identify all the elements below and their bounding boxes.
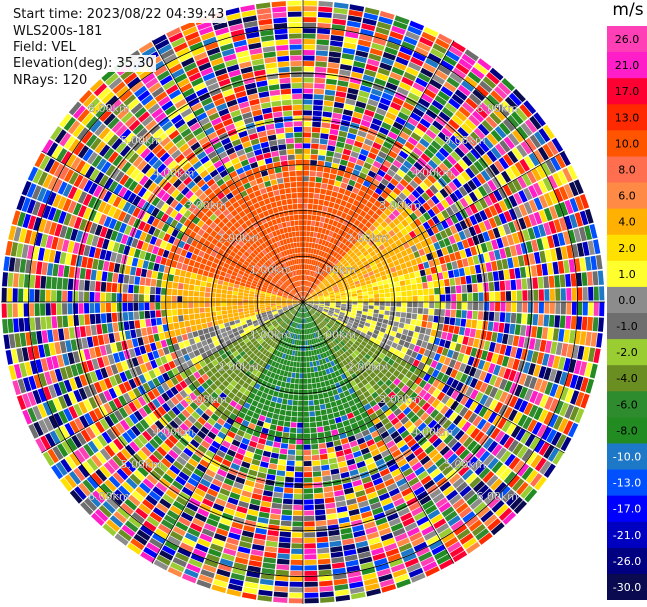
colorbar-tick-label: -13.0 xyxy=(613,477,641,490)
colorbar-segment xyxy=(607,521,647,549)
colorbar-tick-label: 8.0 xyxy=(618,164,636,177)
colorbar-segment xyxy=(607,339,647,366)
start-time-label: Start time: 2023/08/22 04:39:43 xyxy=(11,6,227,23)
instrument-label: WLS200s-181 xyxy=(11,23,105,40)
colorbar-tick-label: 6.0 xyxy=(618,190,636,203)
colorbar-segment xyxy=(607,547,647,575)
colorbar-segment xyxy=(607,313,647,340)
range-ring-label: 3.00km xyxy=(185,199,227,212)
colorbar-segment xyxy=(607,208,647,236)
colorbar-tick-label: 13.0 xyxy=(615,111,640,124)
colorbar-tick-label: -2.0 xyxy=(616,346,637,359)
field-label: Field: VEL xyxy=(11,39,78,56)
ppi-plot: 1.00km 1.00km 1.00km 1.00km 2.00km 2.00km 2.00… xyxy=(1,0,605,604)
colorbar-segment xyxy=(607,26,647,53)
azimuth-spoke xyxy=(41,301,304,454)
range-ring-label: 4.00km xyxy=(412,425,454,438)
azimuth-spoke xyxy=(302,150,565,303)
colorbar-segment xyxy=(607,391,647,418)
range-ring-label: 1.00km xyxy=(250,328,292,341)
colorbar-segment xyxy=(607,495,647,523)
range-ring-label: 6.00km xyxy=(476,490,518,503)
colorbar-segment xyxy=(607,182,647,210)
range-ring-label: 1.00km xyxy=(315,264,357,277)
range-ring-label: 6.00km xyxy=(88,490,130,503)
colorbar-tick-label: 21.0 xyxy=(615,59,640,72)
range-ring-label: 4.00km xyxy=(153,167,195,180)
ppi-gates xyxy=(1,0,605,604)
colorbar-tick-label: 26.0 xyxy=(615,33,640,46)
colorbar-tick-label: -4.0 xyxy=(616,372,637,385)
azimuth-spoke xyxy=(151,301,304,564)
azimuth-spoke xyxy=(302,301,455,564)
colorbar-tick-label: -30.0 xyxy=(613,581,641,594)
colorbar: 26.0 21.0 17.0 13.0 10.0 8.0 6.0 4.0 2.0 1.0 0.0 -1… xyxy=(607,26,647,600)
colorbar-unit: m/s xyxy=(612,0,644,20)
range-ring-label: 3.00km xyxy=(379,199,421,212)
colorbar-segment xyxy=(607,78,647,105)
range-ring-label: 5.00km xyxy=(444,458,486,471)
range-ring-label: 6.00km xyxy=(476,102,518,115)
range-ring-label: 5.00km xyxy=(120,458,162,471)
colorbar-tick-label: 10.0 xyxy=(615,137,640,150)
range-ring-label: 3.00km xyxy=(185,393,227,406)
range-ring-label: 4.00km xyxy=(412,167,454,180)
range-ring-label: 6.00km xyxy=(88,102,130,115)
range-ring-label: 5.00km xyxy=(444,134,486,147)
colorbar-tick-label: -6.0 xyxy=(616,398,637,411)
colorbar-segment xyxy=(607,286,647,314)
colorbar-tick-label: 0.0 xyxy=(618,294,636,307)
range-ring-label: 1.00km xyxy=(315,328,357,341)
colorbar-segment xyxy=(607,156,647,184)
colorbar-segment xyxy=(607,234,647,262)
range-ring-label: 3.00km xyxy=(379,393,421,406)
azimuth-spoke xyxy=(41,150,304,303)
azimuth-spoke xyxy=(302,301,565,454)
range-ring-label: 2.00km xyxy=(217,231,259,244)
colorbar-tick-label: -10.0 xyxy=(613,451,641,464)
colorbar-tick-label: 4.0 xyxy=(618,216,636,229)
colorbar-segment xyxy=(607,365,647,392)
azimuth-spoke xyxy=(302,40,455,303)
colorbar-tick-label: -21.0 xyxy=(613,529,641,542)
elevation-label: Elevation(deg): 35.30 xyxy=(11,55,156,72)
colorbar-tick-label: -17.0 xyxy=(613,503,641,516)
range-ring-label: 5.00km xyxy=(120,134,162,147)
colorbar-segment xyxy=(607,52,647,79)
range-ring-label: 2.00km xyxy=(347,231,389,244)
colorbar-segment xyxy=(607,260,647,288)
nrays-label: NRays: 120 xyxy=(11,72,90,89)
colorbar-tick-label: 1.0 xyxy=(618,268,636,281)
colorbar-tick-label: 17.0 xyxy=(615,85,640,98)
range-ring-label: 1.00km xyxy=(250,264,292,277)
colorbar-segment xyxy=(607,417,647,444)
colorbar-segment xyxy=(607,573,647,600)
colorbar-tick-label: 2.0 xyxy=(618,242,636,255)
range-ring-label: 4.00km xyxy=(153,425,195,438)
colorbar-segment xyxy=(607,130,647,157)
colorbar-tick-label: -26.0 xyxy=(613,555,641,568)
colorbar-segment xyxy=(607,469,647,497)
colorbar-tick-label: -8.0 xyxy=(616,424,637,437)
colorbar-segment xyxy=(607,104,647,131)
range-ring-label: 2.00km xyxy=(347,361,389,374)
colorbar-segment xyxy=(607,443,647,471)
colorbar-tick-label: -1.0 xyxy=(616,320,637,333)
range-ring-label: 2.00km xyxy=(217,361,259,374)
azimuth-spoke xyxy=(151,40,304,303)
